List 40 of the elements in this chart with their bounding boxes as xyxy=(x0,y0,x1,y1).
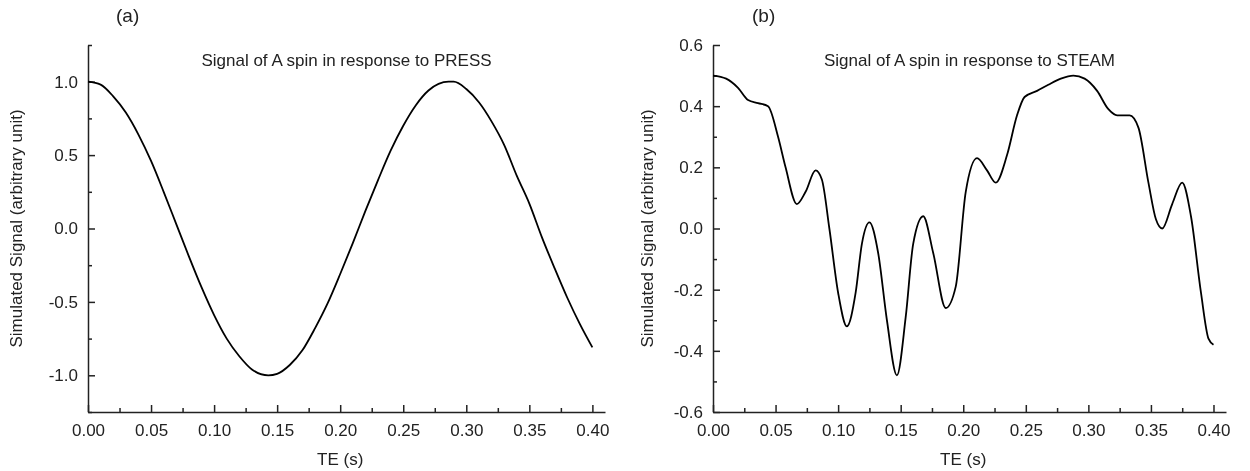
y-tick-label: -0.5 xyxy=(48,292,78,312)
line-series xyxy=(712,74,1215,377)
y-tick-label: 0.4 xyxy=(679,97,703,117)
x-tick-label: 0.40 xyxy=(576,421,610,441)
x-tick-label: 0.25 xyxy=(387,421,421,441)
y-tick-label: -0.2 xyxy=(673,280,703,300)
x-tick-label: 0.05 xyxy=(135,421,169,441)
y-tick-label: 0.5 xyxy=(54,146,78,166)
x-tick-label: 0.15 xyxy=(884,421,918,441)
x-axis-title: TE (s) xyxy=(940,450,987,469)
x-tick-label: 0.30 xyxy=(450,421,484,441)
x-tick-label: 0.20 xyxy=(947,421,981,441)
x-tick-label: 0.10 xyxy=(822,421,856,441)
y-axis-title: Simulated Signal (arbitrary unit) xyxy=(7,109,26,348)
y-tick-label: -0.6 xyxy=(673,402,703,422)
x-tick-label: 0.10 xyxy=(198,421,232,441)
x-tick-label: 0.35 xyxy=(513,421,547,441)
y-tick-label: -1.0 xyxy=(48,366,78,386)
y-tick-label: 0.2 xyxy=(679,158,703,178)
x-tick-label: 0.05 xyxy=(759,421,793,441)
x-tick-label: 0.40 xyxy=(1197,421,1231,441)
chart-title: Signal of A spin in response to PRESS xyxy=(201,51,492,70)
x-tick-label: 0.30 xyxy=(1072,421,1106,441)
text: (a) xyxy=(116,5,140,26)
y-tick-label: -0.4 xyxy=(673,341,703,361)
line-series xyxy=(87,80,594,377)
text: (b) xyxy=(752,5,776,26)
x-tick-label: 0.15 xyxy=(261,421,295,441)
y-tick-label: 0.0 xyxy=(54,219,78,239)
x-tick-label: 0.00 xyxy=(696,421,731,441)
y-tick-label: 0.6 xyxy=(679,35,703,55)
x-tick-label: 0.35 xyxy=(1134,421,1168,441)
y-axis-title: Simulated Signal (arbitrary unit) xyxy=(638,109,657,348)
y-tick-label: 1.0 xyxy=(54,72,78,92)
x-tick-label: 0.25 xyxy=(1009,421,1043,441)
x-tick-label: 0.20 xyxy=(324,421,358,441)
chart-title: Signal of A spin in response to STEAM xyxy=(823,51,1116,70)
x-tick-label: 0.00 xyxy=(71,421,106,441)
y-tick-label: 0.0 xyxy=(679,219,703,239)
x-axis-title: TE (s) xyxy=(317,450,364,469)
